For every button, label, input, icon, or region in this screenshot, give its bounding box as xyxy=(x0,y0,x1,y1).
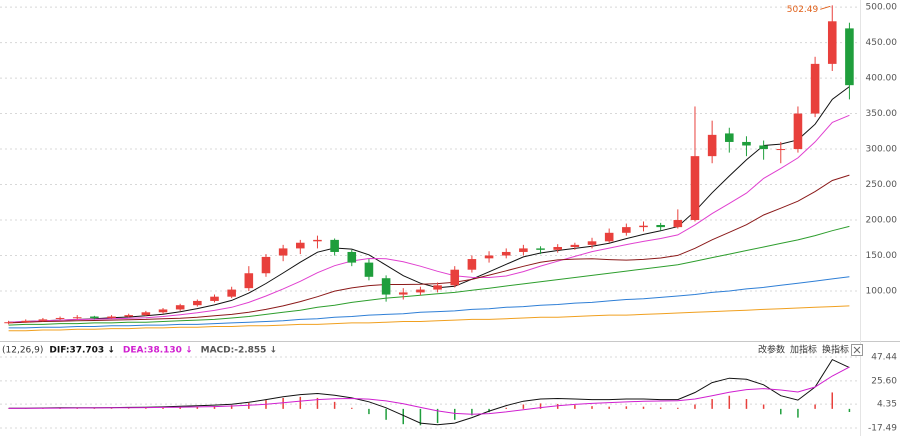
moving-average-line xyxy=(8,174,850,324)
candle-body xyxy=(278,248,288,256)
moving-average-line xyxy=(8,114,850,323)
candle-body xyxy=(707,134,717,157)
candle-body xyxy=(244,273,254,289)
candle-body xyxy=(742,141,751,146)
candle-body xyxy=(673,220,683,228)
candle-body xyxy=(72,317,82,319)
candle-body xyxy=(364,262,374,277)
candle-body xyxy=(330,239,339,252)
y-tick-label: 25.60 xyxy=(871,376,897,386)
candle-body xyxy=(313,239,322,242)
candle-body xyxy=(827,21,837,64)
candle-body xyxy=(725,133,734,142)
y-tick-label: 150.00 xyxy=(866,251,898,261)
candle-body xyxy=(553,246,562,250)
y-tick-label: 350.00 xyxy=(866,109,898,119)
candle-body xyxy=(296,242,305,249)
candle-body xyxy=(519,248,528,252)
candle-body xyxy=(4,322,13,324)
candle-body xyxy=(433,285,442,290)
moving-average-line xyxy=(8,305,850,332)
annotation-leader xyxy=(820,5,831,10)
annotation-label: 502.49 xyxy=(787,5,819,15)
y-tick-label: 500.00 xyxy=(866,3,898,13)
y-tick-label: 100.00 xyxy=(866,286,898,296)
candle-body xyxy=(776,149,786,151)
candle-body xyxy=(450,269,460,286)
y-tick-label: 450.00 xyxy=(866,38,898,48)
candle-body xyxy=(690,156,700,221)
candle-body xyxy=(639,225,648,228)
y-tick-label: 4.35 xyxy=(877,400,897,410)
candle-body xyxy=(38,319,48,321)
moving-average-line xyxy=(8,225,850,326)
moving-average-line xyxy=(8,86,850,323)
candle-body xyxy=(90,316,99,318)
candle-body xyxy=(484,255,494,259)
legend-item: DIF:37.703 ↓ xyxy=(49,346,114,356)
close-button[interactable] xyxy=(851,344,863,356)
indicator-params: (12,26,9) xyxy=(2,346,43,356)
close-icon[interactable] xyxy=(853,346,861,354)
candle-body xyxy=(55,317,65,319)
candle-body xyxy=(416,289,425,293)
y-tick-label: 250.00 xyxy=(866,180,898,190)
candle-body xyxy=(158,309,168,313)
indicator-button[interactable]: 改参数 xyxy=(758,344,785,356)
candle-body xyxy=(210,296,219,301)
y-tick-label: -17.49 xyxy=(868,424,897,434)
candle-body xyxy=(759,145,768,150)
candle-body xyxy=(381,278,391,295)
candle-body xyxy=(21,320,31,323)
candle-body xyxy=(845,28,854,86)
candle-body xyxy=(347,251,357,263)
indicator-button[interactable]: 加指标 xyxy=(790,344,817,356)
candle-body xyxy=(107,316,116,318)
y-tick-label: 47.44 xyxy=(871,352,897,362)
y-tick-label: 200.00 xyxy=(866,216,898,226)
candle-body xyxy=(810,63,820,114)
indicator-button[interactable]: 换指标 xyxy=(822,344,849,356)
candle-body xyxy=(570,244,580,247)
candle-body xyxy=(398,292,408,295)
y-tick-label: 400.00 xyxy=(866,74,898,84)
moving-average-line xyxy=(8,276,850,329)
candle-body xyxy=(175,305,185,310)
candle-body xyxy=(622,227,631,233)
y-tick-label: 300.00 xyxy=(866,145,898,155)
candle-body xyxy=(536,248,545,250)
candle-body xyxy=(467,259,477,270)
candle-body xyxy=(227,289,236,297)
candle-body xyxy=(124,315,133,317)
candle-body xyxy=(193,300,202,306)
candle-body xyxy=(656,224,665,228)
dea-line xyxy=(8,366,850,415)
candle-body xyxy=(141,312,151,316)
legend-item: DEA:38.130 ↓ xyxy=(123,346,193,356)
candle-body xyxy=(261,256,271,274)
legend-item: MACD:-2.855 ↓ xyxy=(201,346,277,356)
candle-body xyxy=(793,113,803,150)
candle-body xyxy=(587,241,597,245)
candle-body xyxy=(604,232,614,242)
candle-body xyxy=(501,251,511,256)
